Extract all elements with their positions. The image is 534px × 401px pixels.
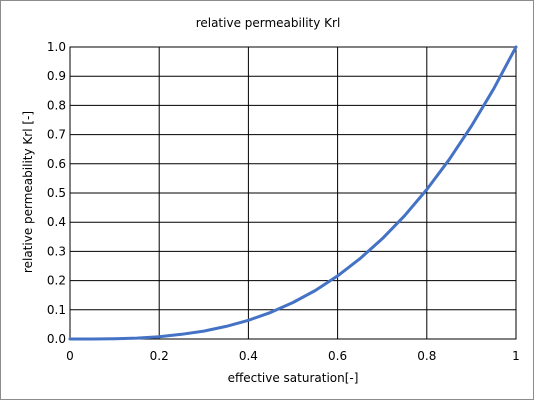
x-tick-label: 0.4: [239, 349, 258, 363]
y-tick-label: 0.1: [47, 303, 66, 317]
x-tick-label: 0: [66, 349, 74, 363]
y-tick-label: 0.9: [47, 69, 66, 83]
series-layer: [68, 45, 518, 341]
y-tick-label: 0.2: [47, 274, 66, 288]
x-axis-label: effective saturation[-]: [228, 371, 359, 385]
x-tick-label: 1: [512, 349, 520, 363]
grid-layer: [69, 46, 517, 340]
y-tick-label: 0.3: [47, 244, 66, 258]
y-tick-label: 0.5: [47, 186, 66, 200]
chart-title: relative permeability Krl: [196, 16, 341, 30]
y-tick-label: 0.6: [47, 157, 66, 171]
y-tick-label: 0.7: [47, 128, 66, 142]
y-tick-label: 0.8: [47, 98, 66, 112]
series-line: [68, 45, 518, 341]
y-tick-label: 0.4: [47, 215, 66, 229]
x-tick-label: 0.8: [417, 349, 436, 363]
x-tick-label: 0.6: [328, 349, 347, 363]
tick-layer: 0 0.2 0.4 0.6 0.8 1 0.0 0.1 0.2 0.3 0.4 0.5 0.6 0.7 0.…: [47, 40, 520, 363]
y-tick-label: 0.0: [47, 332, 66, 346]
x-tick-label: 0.2: [150, 349, 169, 363]
y-tick-label: 1.0: [47, 40, 66, 54]
y-axis-label: relative permeability Krl [-]: [21, 111, 35, 273]
